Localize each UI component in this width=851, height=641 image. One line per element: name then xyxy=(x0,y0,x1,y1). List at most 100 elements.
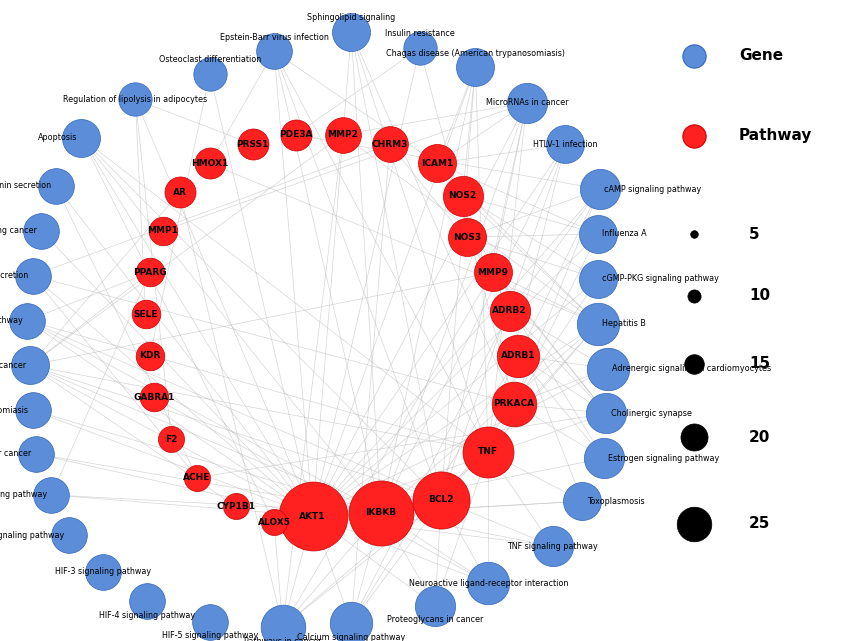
Point xyxy=(688,432,701,442)
Point xyxy=(591,274,605,284)
Point xyxy=(591,229,605,239)
Text: Influenza A: Influenza A xyxy=(603,229,647,238)
Point xyxy=(503,306,517,316)
Point xyxy=(173,187,186,197)
Text: Estrogen signaling pathway: Estrogen signaling pathway xyxy=(608,454,719,463)
Point xyxy=(203,158,217,169)
Point xyxy=(229,501,243,512)
Text: NOS3: NOS3 xyxy=(453,233,481,242)
Text: TNF signaling pathway: TNF signaling pathway xyxy=(507,542,598,551)
Point xyxy=(434,495,448,505)
Text: 10: 10 xyxy=(749,288,770,303)
Point xyxy=(469,62,483,72)
Text: Osteoclast differentiation: Osteoclast differentiation xyxy=(159,55,261,64)
Point xyxy=(246,139,260,149)
Text: 20: 20 xyxy=(749,430,770,445)
Point xyxy=(482,578,495,588)
Point xyxy=(430,158,443,169)
Text: Renin secretion: Renin secretion xyxy=(0,181,51,190)
Point xyxy=(688,519,701,529)
Text: cGMP-PKG signaling pathway: cGMP-PKG signaling pathway xyxy=(603,274,719,283)
Point xyxy=(482,447,495,457)
Text: 25: 25 xyxy=(749,516,770,531)
Text: ADRB2: ADRB2 xyxy=(493,306,527,315)
Text: Chagas disease (American trypanosomiasis): Chagas disease (American trypanosomiasis… xyxy=(386,49,565,58)
Text: PRSS1: PRSS1 xyxy=(237,140,269,149)
Point xyxy=(511,351,525,361)
Text: MMP9: MMP9 xyxy=(477,268,508,277)
Point xyxy=(96,567,110,577)
Text: ALOX5: ALOX5 xyxy=(258,518,290,527)
Text: Prostate cancer: Prostate cancer xyxy=(0,361,26,370)
Point xyxy=(688,291,701,301)
Text: Sphingolipid signaling: Sphingolipid signaling xyxy=(307,13,396,22)
Text: Gene: Gene xyxy=(739,48,783,63)
Text: Epstein-Barr virus infection: Epstein-Barr virus infection xyxy=(220,33,328,42)
Point xyxy=(428,601,442,611)
Point xyxy=(688,51,701,61)
Text: NOS2: NOS2 xyxy=(448,191,477,200)
Text: Pathways in cancer: Pathways in cancer xyxy=(244,637,322,641)
Text: BCL2: BCL2 xyxy=(428,495,454,504)
Point xyxy=(306,511,319,521)
Point xyxy=(688,229,701,240)
Text: ICAM1: ICAM1 xyxy=(420,159,453,168)
Text: SELE: SELE xyxy=(134,310,158,319)
Point xyxy=(520,97,534,108)
Text: Neuroactive ligand-receptor interaction: Neuroactive ligand-receptor interaction xyxy=(408,579,568,588)
Text: MicroRNAs in cancer: MicroRNAs in cancer xyxy=(486,98,568,107)
Text: Regulation of lipolysis in adipocytes: Regulation of lipolysis in adipocytes xyxy=(63,95,208,104)
Text: GABRA1: GABRA1 xyxy=(134,393,174,402)
Point xyxy=(288,129,302,140)
Point xyxy=(203,69,217,79)
Text: MMP1: MMP1 xyxy=(147,226,178,235)
Text: Adrenergic signaling in cardiomyocytes: Adrenergic signaling in cardiomyocytes xyxy=(613,364,772,373)
Point xyxy=(191,472,204,483)
Point xyxy=(49,181,62,191)
Text: PPARG: PPARG xyxy=(133,268,167,277)
Point xyxy=(575,496,589,506)
Point xyxy=(593,184,607,194)
Text: F2: F2 xyxy=(165,435,178,444)
Text: Pathway: Pathway xyxy=(739,128,813,144)
Point xyxy=(156,226,169,236)
Point xyxy=(276,622,289,632)
Text: HIF-5 signaling pathway: HIF-5 signaling pathway xyxy=(162,631,258,640)
Text: MMP2: MMP2 xyxy=(327,130,358,139)
Point xyxy=(460,232,474,242)
Point xyxy=(336,129,350,140)
Text: Calcium signaling pathway: Calcium signaling pathway xyxy=(297,633,405,641)
Point xyxy=(44,490,58,500)
Text: Small cell lung cancer: Small cell lung cancer xyxy=(0,226,37,235)
Point xyxy=(507,399,521,409)
Point xyxy=(374,508,388,518)
Point xyxy=(62,530,76,540)
Point xyxy=(267,517,281,528)
Point xyxy=(129,94,142,104)
Text: CYP1B1: CYP1B1 xyxy=(216,502,255,511)
Text: HIF-3 signaling pathway: HIF-3 signaling pathway xyxy=(54,567,151,576)
Text: AR: AR xyxy=(173,188,187,197)
Text: Apoptosis: Apoptosis xyxy=(37,133,77,142)
Point xyxy=(164,434,178,444)
Point xyxy=(600,408,614,419)
Text: CHRM3: CHRM3 xyxy=(372,140,408,149)
Text: Toxoplasmosis: Toxoplasmosis xyxy=(587,497,644,506)
Text: Bladder cancer: Bladder cancer xyxy=(0,449,31,458)
Point xyxy=(383,139,397,149)
Point xyxy=(688,358,701,369)
Point xyxy=(545,541,559,551)
Point xyxy=(29,449,43,459)
Text: ACHE: ACHE xyxy=(183,473,211,482)
Text: PRKACA: PRKACA xyxy=(494,399,534,408)
Text: Salivary secretion: Salivary secretion xyxy=(0,271,28,280)
Text: Hepatitis B: Hepatitis B xyxy=(603,319,646,328)
Text: HIF-1 signaling pathway: HIF-1 signaling pathway xyxy=(0,490,47,499)
Text: KDR: KDR xyxy=(140,351,161,360)
Point xyxy=(267,46,281,56)
Point xyxy=(602,363,615,374)
Point xyxy=(413,43,426,53)
Text: African trypanosomiasis: African trypanosomiasis xyxy=(0,406,28,415)
Text: AKT1: AKT1 xyxy=(300,512,326,520)
Text: cAMP signaling pathway: cAMP signaling pathway xyxy=(604,185,701,194)
